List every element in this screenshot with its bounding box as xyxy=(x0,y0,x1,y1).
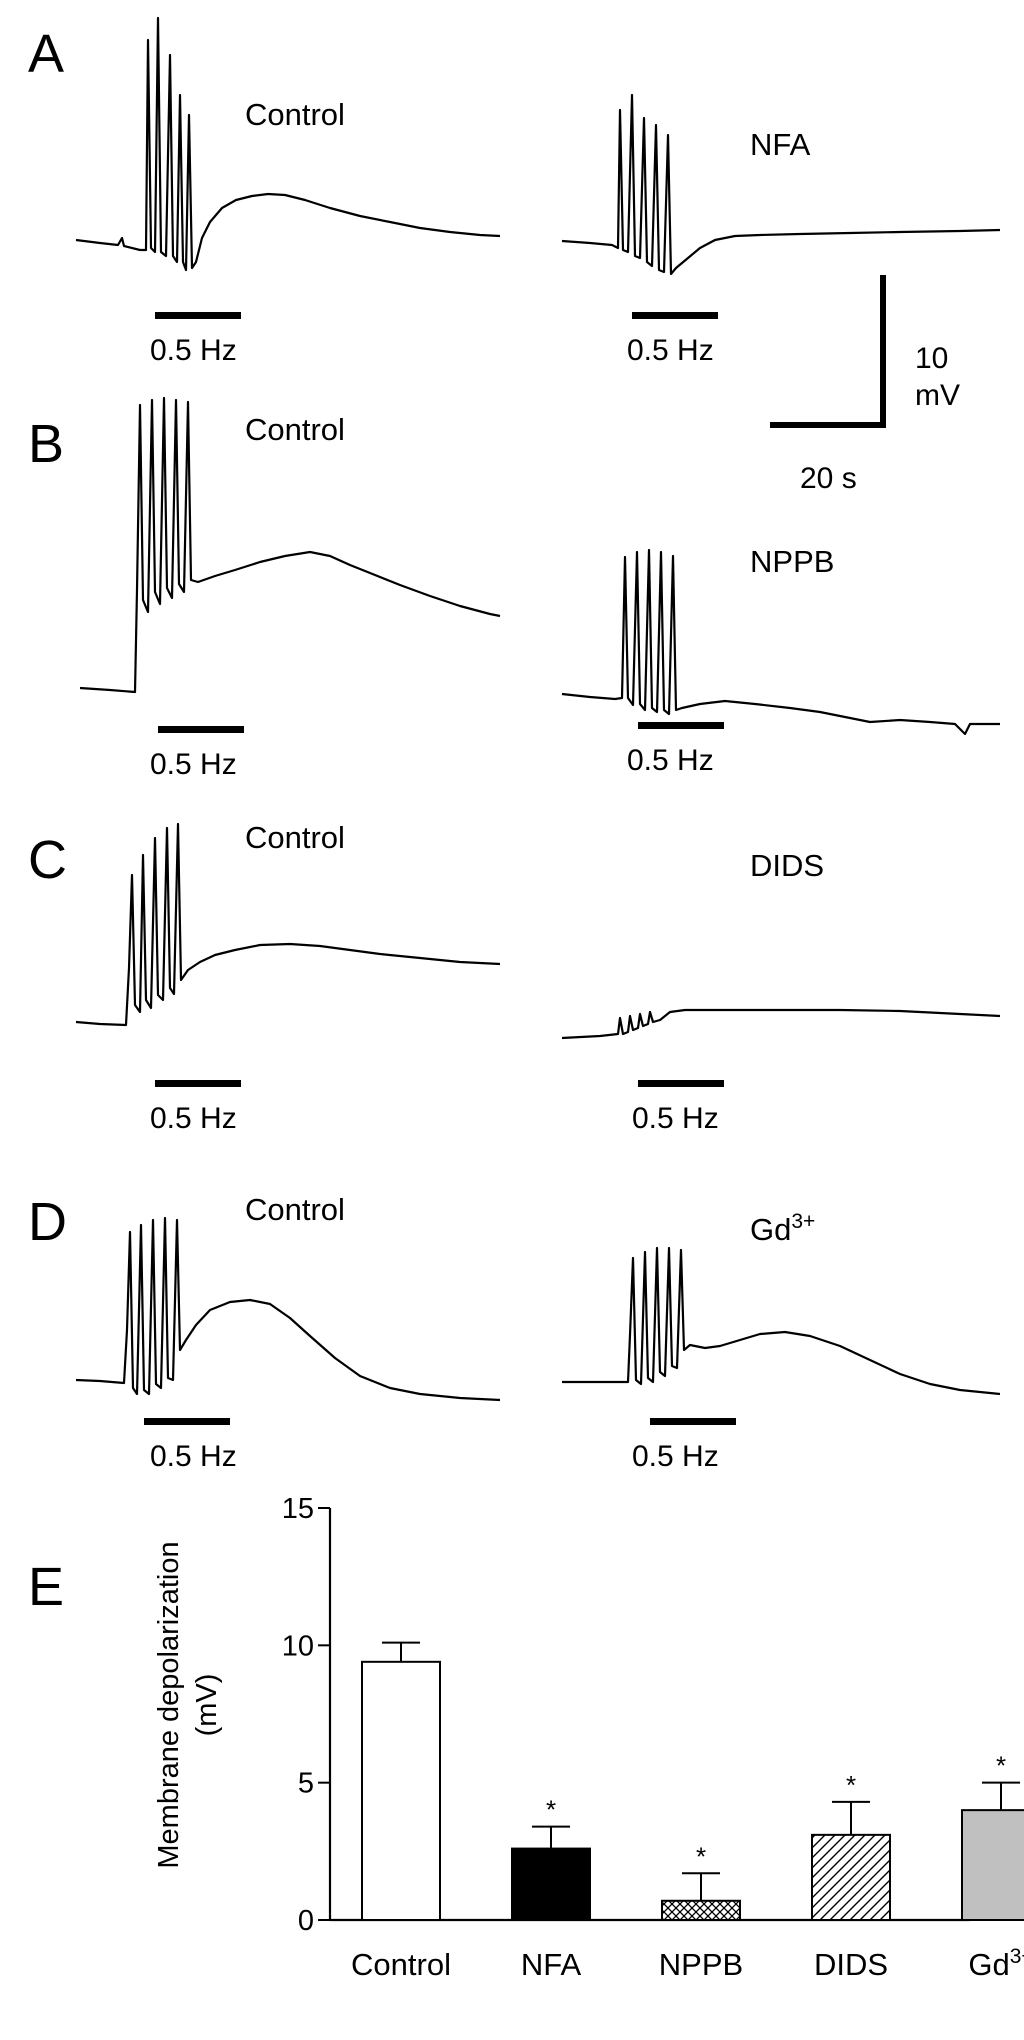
bar xyxy=(811,1833,891,1922)
trace-b-control xyxy=(79,396,501,694)
panel-c-right-label: DIDS xyxy=(750,848,824,883)
bars: * * * * xyxy=(361,1641,1024,1922)
stim-bar-c-right xyxy=(638,1080,724,1087)
x-axis-labels: Control NFA NPPB DIDS Gd3+ xyxy=(351,1945,1024,1982)
bar xyxy=(361,1660,441,1922)
trace-d-gd xyxy=(562,1246,1001,1396)
panel-letter-b: B xyxy=(28,414,64,474)
y-axis-label-line-2: (mV) xyxy=(191,1674,223,1737)
stim-label-a-right: 0.5 Hz xyxy=(627,334,714,367)
bar xyxy=(511,1847,591,1921)
y-tick-label: 5 xyxy=(298,1768,314,1800)
stim-bar-c-left xyxy=(155,1080,241,1087)
panel-a-left-label: Control xyxy=(245,97,345,132)
x-tick-label: NFA xyxy=(521,1947,582,1982)
panel-c-left-label: Control xyxy=(245,820,345,855)
significance-star: * xyxy=(696,1841,706,1871)
stim-bar-a-right xyxy=(632,312,718,319)
x-tick-label: Gd3+ xyxy=(968,1945,1024,1982)
stim-label-d-left: 0.5 Hz xyxy=(150,1440,237,1473)
trace-b-nppb xyxy=(561,548,1000,736)
significance-star: * xyxy=(996,1751,1006,1781)
panel-d-right-label: Gd3+ xyxy=(750,1210,815,1247)
panel-d-right-label-sup: 3+ xyxy=(791,1210,815,1233)
x-tick-label: DIDS xyxy=(814,1947,888,1982)
panel-a-right-label: NFA xyxy=(750,127,811,162)
y-tick-label: 0 xyxy=(298,1905,314,1937)
stim-bar-d-left xyxy=(144,1418,230,1425)
scale-bar-vertical xyxy=(880,275,886,425)
x-tick-label: NPPB xyxy=(659,1947,743,1982)
panel-letter-d: D xyxy=(28,1192,67,1252)
panel-d-right-label-base: Gd xyxy=(750,1212,791,1247)
y-axis-label-line-1: Membrane depolarization xyxy=(153,1541,185,1868)
stim-label-c-left: 0.5 Hz xyxy=(150,1102,237,1135)
trace-a-nfa xyxy=(561,93,1001,276)
y-axis-label: Membrane depolarization (mV) xyxy=(153,1541,223,1868)
scale-bar-vertical-label-1: 10 xyxy=(915,342,948,375)
stim-label-c-right: 0.5 Hz xyxy=(632,1102,719,1135)
stim-label-b-left: 0.5 Hz xyxy=(150,748,237,781)
y-tick-label: 10 xyxy=(282,1630,314,1662)
stim-bar-b-right xyxy=(638,722,724,729)
x-tick-label: Control xyxy=(351,1947,451,1982)
panel-d-left-label: Control xyxy=(245,1192,345,1227)
significance-star: * xyxy=(846,1770,856,1800)
bar xyxy=(961,1809,1024,1921)
stim-bar-d-right xyxy=(650,1418,736,1425)
y-tick-label: 15 xyxy=(282,1493,314,1525)
stim-label-d-right: 0.5 Hz xyxy=(632,1440,719,1473)
bar xyxy=(661,1899,741,1921)
stim-label-a-left: 0.5 Hz xyxy=(150,334,237,367)
trace-d-control xyxy=(75,1216,501,1402)
panel-letter-c: C xyxy=(28,830,67,890)
stim-bar-a-left xyxy=(155,312,241,319)
scale-bar-horizontal xyxy=(770,422,886,428)
panel-letter-a: A xyxy=(28,24,64,84)
x-tick-label-base: Gd xyxy=(968,1947,1009,1982)
panel-letter-e: E xyxy=(28,1557,64,1617)
stim-label-b-right: 0.5 Hz xyxy=(627,744,714,777)
x-tick-label-sup: 3+ xyxy=(1010,1945,1024,1968)
panel-b-left-label: Control xyxy=(245,412,345,447)
trace-c-control xyxy=(75,822,501,1027)
trace-c-dids xyxy=(561,1008,1001,1040)
panel-b-right-label: NPPB xyxy=(750,544,834,579)
stim-bar-b-left xyxy=(158,726,244,733)
scale-bar-horizontal-label: 20 s xyxy=(800,462,857,495)
scale-bar-vertical-label-2: mV xyxy=(915,379,960,412)
significance-star: * xyxy=(546,1795,556,1825)
trace-a-control xyxy=(75,16,501,272)
